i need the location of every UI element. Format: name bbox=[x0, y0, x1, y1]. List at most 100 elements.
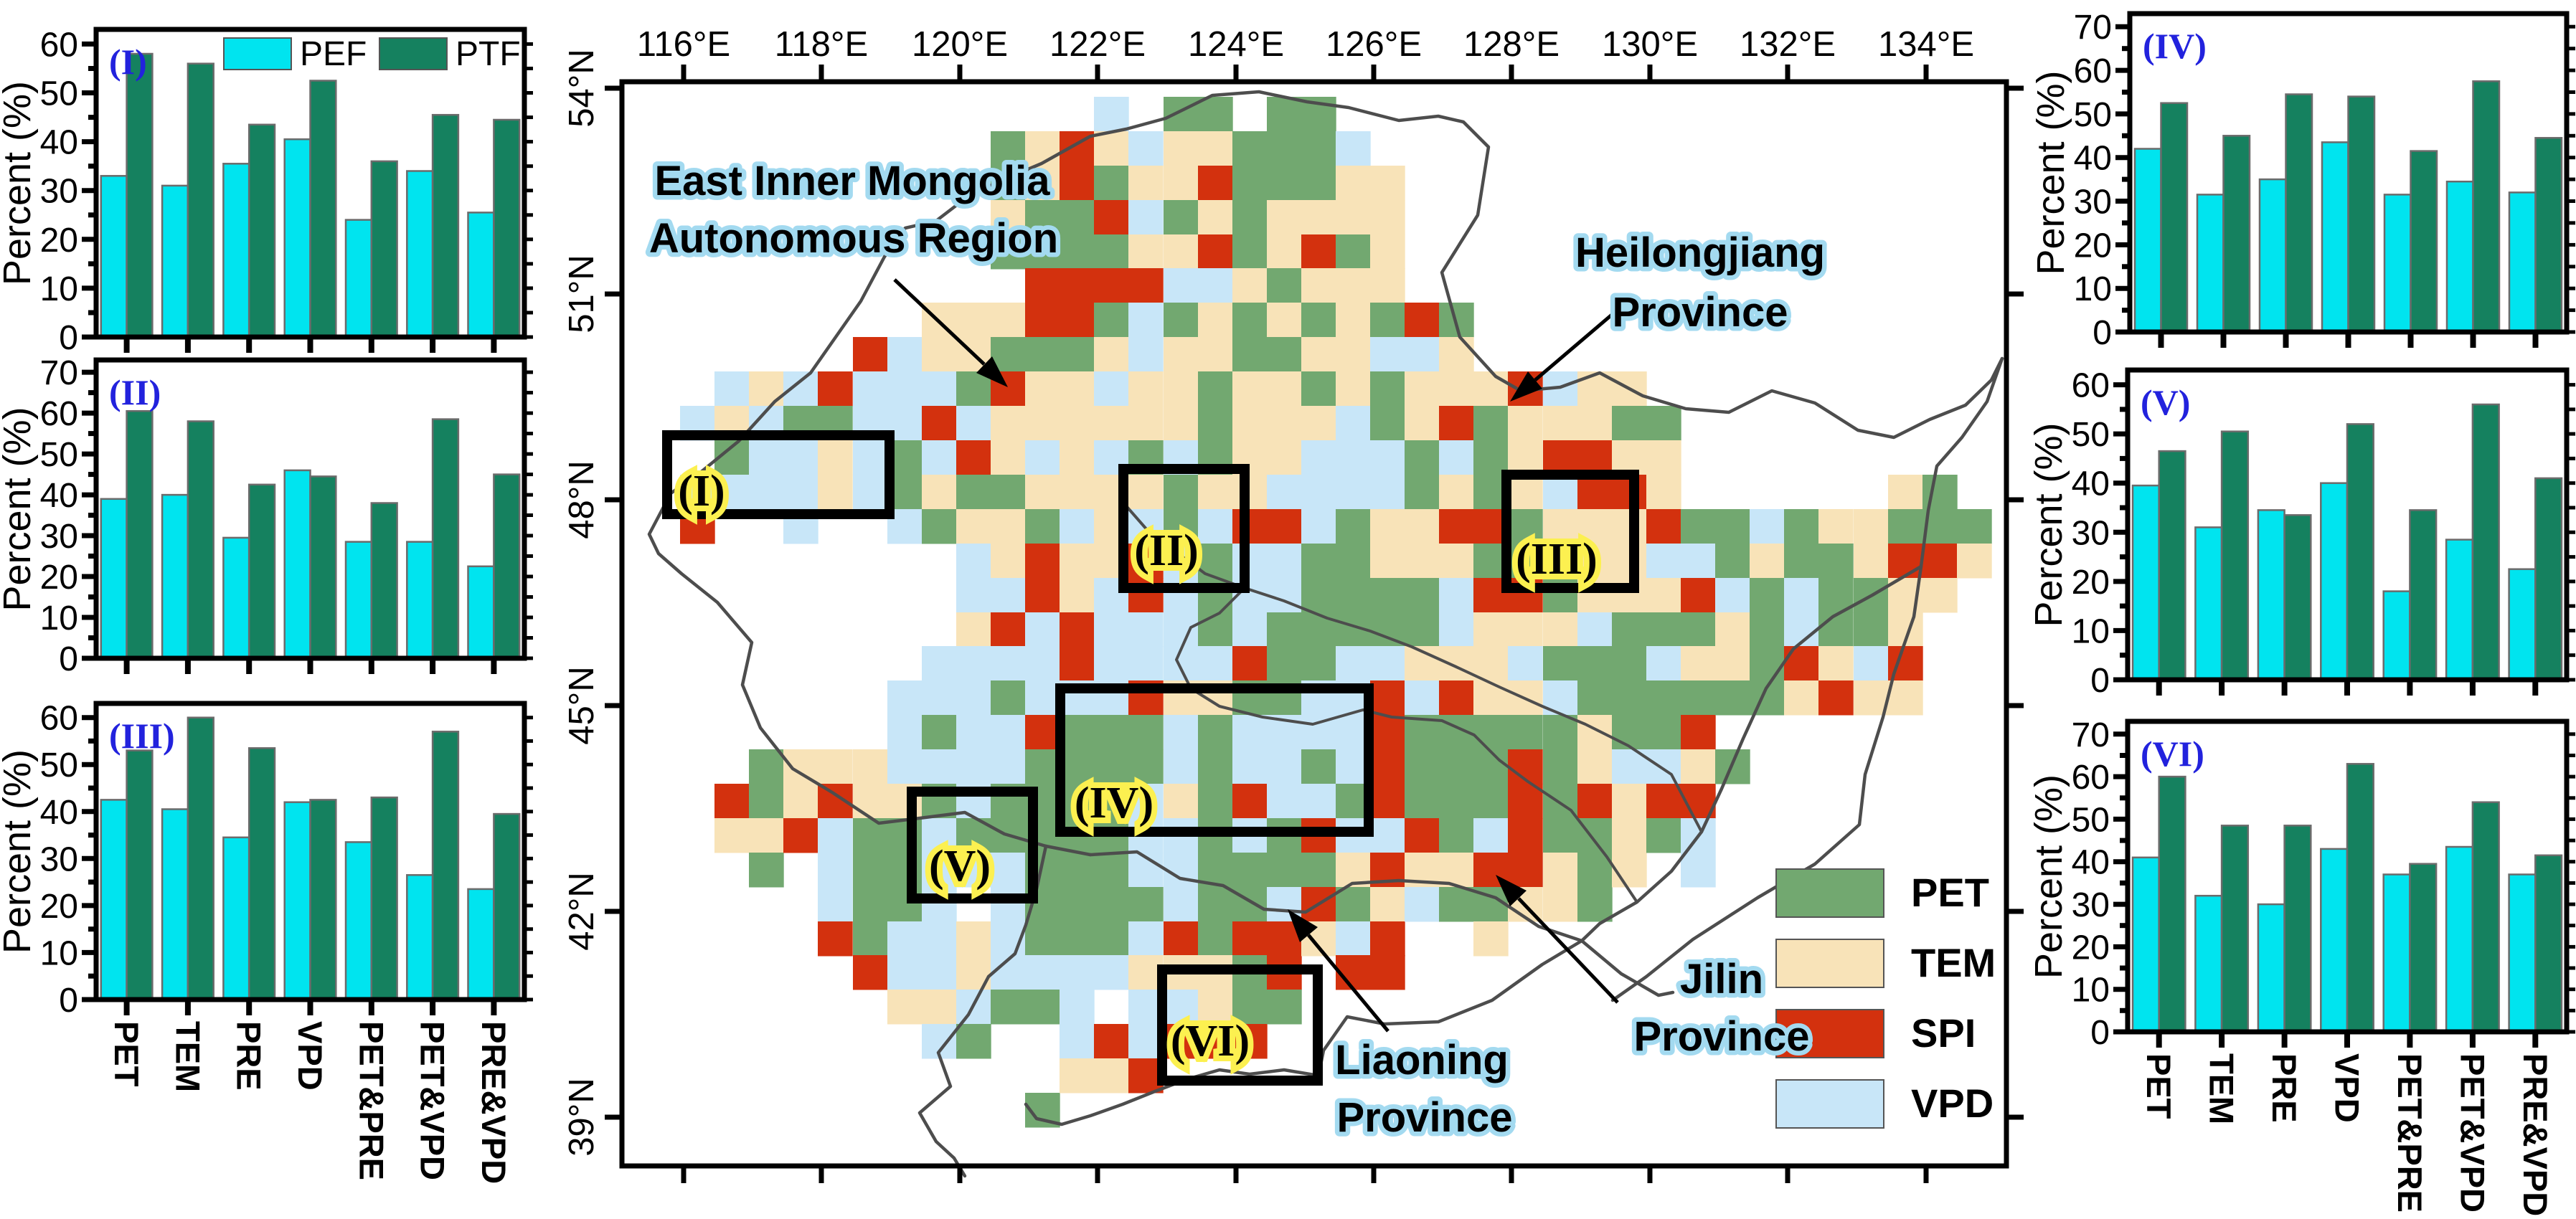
svg-text:(III): (III) bbox=[1516, 535, 1598, 584]
svg-text:Liaoning: Liaoning bbox=[1335, 1037, 1509, 1083]
svg-text:0: 0 bbox=[2090, 1014, 2110, 1052]
svg-text:PET&PRE: PET&PRE bbox=[2391, 1053, 2429, 1213]
svg-text:Percent (%): Percent (%) bbox=[2029, 70, 2072, 275]
svg-text:0: 0 bbox=[59, 319, 78, 357]
svg-text:0: 0 bbox=[59, 640, 78, 678]
svg-text:60: 60 bbox=[40, 26, 78, 64]
svg-text:20: 20 bbox=[2072, 929, 2110, 967]
svg-text:51°N: 51°N bbox=[562, 255, 601, 333]
svg-text:48°N: 48°N bbox=[562, 460, 601, 539]
svg-text:(IV): (IV) bbox=[1075, 779, 1153, 827]
svg-text:122°E: 122°E bbox=[1049, 25, 1146, 64]
svg-text:Percent (%): Percent (%) bbox=[2027, 422, 2070, 627]
svg-text:40: 40 bbox=[40, 794, 78, 832]
svg-text:PTF: PTF bbox=[456, 35, 521, 73]
svg-text:30: 30 bbox=[2072, 886, 2110, 924]
svg-text:50: 50 bbox=[2074, 96, 2112, 134]
svg-text:Percent (%): Percent (%) bbox=[0, 407, 39, 611]
svg-text:PEF: PEF bbox=[300, 35, 367, 73]
svg-text:40: 40 bbox=[2072, 844, 2110, 882]
svg-text:30: 30 bbox=[40, 173, 78, 211]
svg-text:TEM: TEM bbox=[2203, 1053, 2241, 1124]
svg-text:PET&VPD: PET&VPD bbox=[2453, 1053, 2491, 1213]
svg-text:116°E: 116°E bbox=[637, 25, 730, 64]
svg-text:45°N: 45°N bbox=[562, 666, 601, 744]
svg-text:30: 30 bbox=[40, 840, 78, 878]
svg-text:124°E: 124°E bbox=[1188, 25, 1284, 64]
svg-text:10: 10 bbox=[2072, 972, 2110, 1010]
svg-text:20: 20 bbox=[40, 222, 78, 260]
svg-text:Jilin: Jilin bbox=[1680, 956, 1763, 1002]
svg-text:10: 10 bbox=[2072, 612, 2110, 650]
svg-text:(I): (I) bbox=[678, 467, 725, 516]
svg-text:118°E: 118°E bbox=[775, 25, 868, 64]
svg-text:(I): (I) bbox=[109, 42, 147, 82]
svg-text:PET: PET bbox=[1911, 870, 1989, 915]
svg-text:60: 60 bbox=[2072, 759, 2110, 797]
svg-text:20: 20 bbox=[40, 559, 78, 597]
svg-text:PRE: PRE bbox=[2265, 1053, 2303, 1123]
svg-text:(VI): (VI) bbox=[1171, 1017, 1250, 1066]
svg-text:70: 70 bbox=[2074, 9, 2112, 47]
svg-text:54°N: 54°N bbox=[562, 49, 601, 127]
svg-text:Percent (%): Percent (%) bbox=[0, 749, 39, 954]
svg-text:40: 40 bbox=[40, 477, 78, 515]
svg-text:(III): (III) bbox=[109, 716, 175, 756]
svg-text:40: 40 bbox=[2074, 140, 2112, 178]
svg-text:(IV): (IV) bbox=[2143, 26, 2207, 66]
svg-text:PRE&VPD: PRE&VPD bbox=[475, 1021, 513, 1184]
svg-text:Autonomous Region: Autonomous Region bbox=[649, 215, 1058, 262]
svg-text:VPD: VPD bbox=[291, 1021, 329, 1091]
svg-text:40: 40 bbox=[2072, 465, 2110, 503]
svg-text:39°N: 39°N bbox=[562, 1078, 601, 1156]
svg-text:42°N: 42°N bbox=[562, 872, 601, 950]
svg-text:50: 50 bbox=[40, 436, 78, 474]
svg-text:126°E: 126°E bbox=[1326, 25, 1422, 64]
svg-text:Province: Province bbox=[1337, 1094, 1513, 1141]
svg-text:Province: Province bbox=[1634, 1013, 1810, 1060]
svg-text:(VI): (VI) bbox=[2141, 734, 2204, 774]
svg-text:SPI: SPI bbox=[1911, 1010, 1976, 1056]
svg-text:(V): (V) bbox=[2141, 382, 2190, 422]
svg-text:20: 20 bbox=[2072, 564, 2110, 602]
svg-text:Province: Province bbox=[1613, 289, 1788, 336]
svg-text:10: 10 bbox=[40, 599, 78, 637]
svg-text:0: 0 bbox=[2090, 662, 2110, 700]
svg-text:0: 0 bbox=[59, 982, 78, 1020]
svg-text:20: 20 bbox=[2074, 227, 2112, 265]
svg-text:10: 10 bbox=[40, 934, 78, 972]
svg-text:128°E: 128°E bbox=[1463, 25, 1560, 64]
svg-text:30: 30 bbox=[40, 518, 78, 556]
svg-text:VPD: VPD bbox=[1911, 1081, 1994, 1126]
svg-text:(V): (V) bbox=[929, 842, 991, 891]
svg-text:10: 10 bbox=[2074, 270, 2112, 308]
svg-text:PET: PET bbox=[2140, 1053, 2178, 1119]
svg-text:40: 40 bbox=[40, 124, 78, 162]
svg-text:70: 70 bbox=[2072, 716, 2110, 754]
svg-text:50: 50 bbox=[2072, 416, 2110, 454]
svg-text:0: 0 bbox=[2093, 314, 2112, 352]
svg-text:(II): (II) bbox=[1134, 526, 1199, 575]
svg-text:60: 60 bbox=[40, 395, 78, 433]
svg-text:30: 30 bbox=[2072, 514, 2110, 552]
svg-text:60: 60 bbox=[2072, 367, 2110, 405]
svg-text:134°E: 134°E bbox=[1878, 25, 1974, 64]
svg-text:(II): (II) bbox=[109, 372, 161, 412]
svg-text:60: 60 bbox=[40, 700, 78, 738]
svg-text:Percent (%): Percent (%) bbox=[2027, 774, 2070, 979]
svg-text:70: 70 bbox=[40, 354, 78, 392]
svg-text:East Inner Mongolia: East Inner Mongolia bbox=[654, 158, 1050, 204]
svg-text:PET&VPD: PET&VPD bbox=[414, 1021, 452, 1180]
svg-text:PRE&VPD: PRE&VPD bbox=[2516, 1053, 2554, 1216]
svg-text:Heilongjiang: Heilongjiang bbox=[1575, 229, 1825, 276]
svg-text:PET&PRE: PET&PRE bbox=[352, 1021, 390, 1180]
svg-text:130°E: 130°E bbox=[1602, 25, 1698, 64]
svg-text:50: 50 bbox=[40, 746, 78, 784]
svg-text:30: 30 bbox=[2074, 184, 2112, 222]
svg-text:50: 50 bbox=[2072, 801, 2110, 839]
svg-text:PRE: PRE bbox=[230, 1021, 268, 1091]
svg-text:TEM: TEM bbox=[169, 1021, 207, 1092]
svg-text:TEM: TEM bbox=[1911, 940, 1996, 985]
svg-text:20: 20 bbox=[40, 888, 78, 926]
svg-text:120°E: 120°E bbox=[912, 25, 1008, 64]
